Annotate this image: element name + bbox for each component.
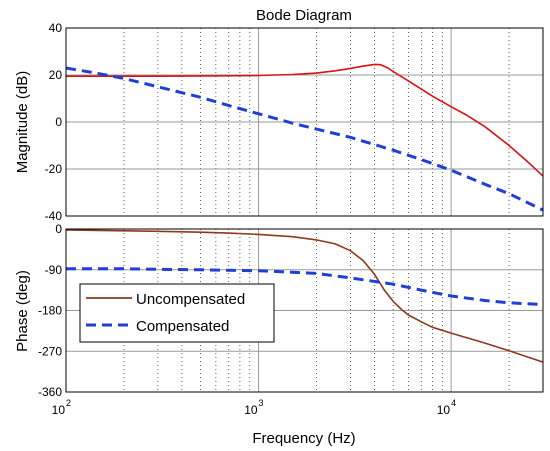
legend-label-compensated: Compensated [136,318,229,335]
x-tick-base: 10 [244,403,258,417]
chart-title: Bode Diagram [256,7,352,24]
magnitude-y-tick-label: 0 [55,115,62,129]
phase-ylabel: Phase (deg) [14,270,31,352]
magnitude-y-tick-label: 40 [49,21,63,35]
magnitude-panel: 40 20 0 -20 -40 Magnitude (dB) [14,21,544,223]
x-tick-exponent: 3 [259,398,264,408]
magnitude-ylabel: Magnitude (dB) [14,71,31,174]
phase-y-tick-label: -270 [38,344,62,358]
phase-x-ticks: 10 2 10 3 10 4 [52,398,456,417]
x-tick-exponent: 2 [66,398,71,408]
magnitude-line-uncompensated [66,63,544,177]
legend-box [79,283,275,343]
magnitude-line-compensated [65,66,544,212]
phase-y-tick-label: 0 [55,222,62,236]
magnitude-y-tick-label: 20 [49,68,63,82]
legend-label-uncompensated: Uncompensated [136,291,245,308]
magnitude-y-tick-label: -20 [45,162,63,176]
phase-line-compensated [66,267,544,307]
x-tick-exponent: 4 [451,398,456,408]
phase-y-tick-label: -90 [45,263,63,277]
frequency-xlabel: Frequency (Hz) [252,430,355,447]
legend: Uncompensated Compensated [79,283,275,343]
magnitude-y-ticks: 40 20 0 -20 -40 [45,21,63,223]
phase-line-uncompensated [65,229,544,363]
phase-y-tick-label: -180 [38,304,62,318]
x-tick-base: 10 [52,403,66,417]
phase-lines [65,229,544,363]
phase-y-ticks: 0 -90 -180 -270 -360 [38,222,62,399]
magnitude-lines [65,63,544,212]
magnitude-grid [66,28,543,216]
phase-y-tick-label: -360 [38,385,62,399]
magnitude-frame [65,27,544,217]
phase-frame [65,228,544,393]
x-tick-base: 10 [437,403,451,417]
magnitude-y-tick-label: -40 [45,209,63,223]
